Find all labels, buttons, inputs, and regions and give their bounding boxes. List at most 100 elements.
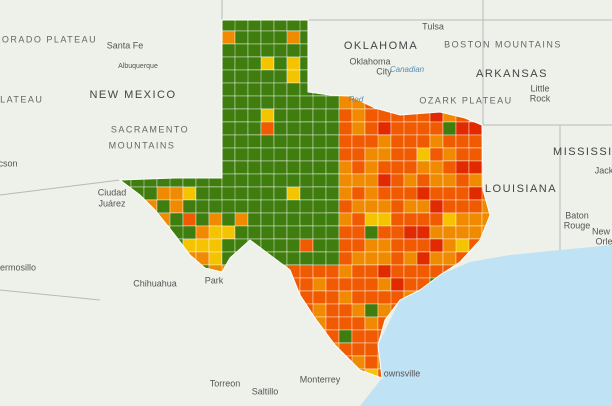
county [260,56,275,71]
county [312,108,327,123]
county [403,134,418,149]
county [234,95,249,110]
county [234,121,249,136]
county [247,121,262,136]
county [455,186,470,201]
county [286,212,301,227]
county [312,121,327,136]
county [299,225,314,240]
county [403,199,418,214]
county [403,277,418,292]
county [390,212,405,227]
county [429,134,444,149]
county [273,199,288,214]
county [338,329,353,344]
label: ermosillo [0,262,36,272]
label: Rock [530,93,551,103]
county [273,147,288,162]
county [390,186,405,201]
county [195,212,210,227]
county [247,82,262,97]
county [416,134,431,149]
label: Park [205,275,224,285]
county [260,95,275,110]
borders [0,0,612,301]
county [364,160,379,175]
county [312,160,327,175]
label: ownsville [384,368,421,378]
county [338,238,353,253]
county [351,238,366,253]
county [442,134,457,149]
county [260,212,275,227]
texas-outline [118,19,491,379]
county [390,199,405,214]
gulf [360,245,612,406]
county [247,225,262,240]
county [377,212,392,227]
county [416,212,431,227]
county [221,147,236,162]
county [403,173,418,188]
county [299,121,314,136]
county [377,134,392,149]
county [286,186,301,201]
label: cson [0,158,18,168]
county [351,225,366,240]
county [416,121,431,136]
label: ARKANSAS [476,68,548,80]
county [299,212,314,227]
county [247,160,262,175]
county [221,95,236,110]
county [286,251,301,266]
county [156,199,171,214]
county [416,173,431,188]
county [325,199,340,214]
county [481,199,490,214]
county [364,355,379,370]
county [416,160,431,175]
county [351,147,366,162]
county [338,134,353,149]
county [390,264,405,279]
county [338,108,353,123]
county [312,186,327,201]
county [182,199,197,214]
county [221,30,236,45]
county [299,264,314,279]
county [273,56,288,71]
county [351,251,366,266]
county [351,316,366,331]
county [429,121,444,136]
county [221,82,236,97]
county [273,95,288,110]
county [325,316,340,331]
county [247,134,262,149]
county [234,199,249,214]
county [221,225,236,240]
county [221,160,236,175]
county [455,134,470,149]
county [442,186,457,201]
county [273,160,288,175]
county [247,212,262,227]
county [390,134,405,149]
county [390,160,405,175]
county [364,225,379,240]
county [325,290,340,305]
county [377,238,392,253]
county [325,212,340,227]
county [468,173,483,188]
county [273,225,288,240]
county [273,82,288,97]
county [312,251,327,266]
county [377,264,392,279]
county [325,186,340,201]
label: Canadian [390,65,425,74]
county [338,147,353,162]
county [260,186,275,201]
label: NEW MEXICO [89,89,176,101]
county [468,160,483,175]
county [182,225,197,240]
county [364,316,379,331]
